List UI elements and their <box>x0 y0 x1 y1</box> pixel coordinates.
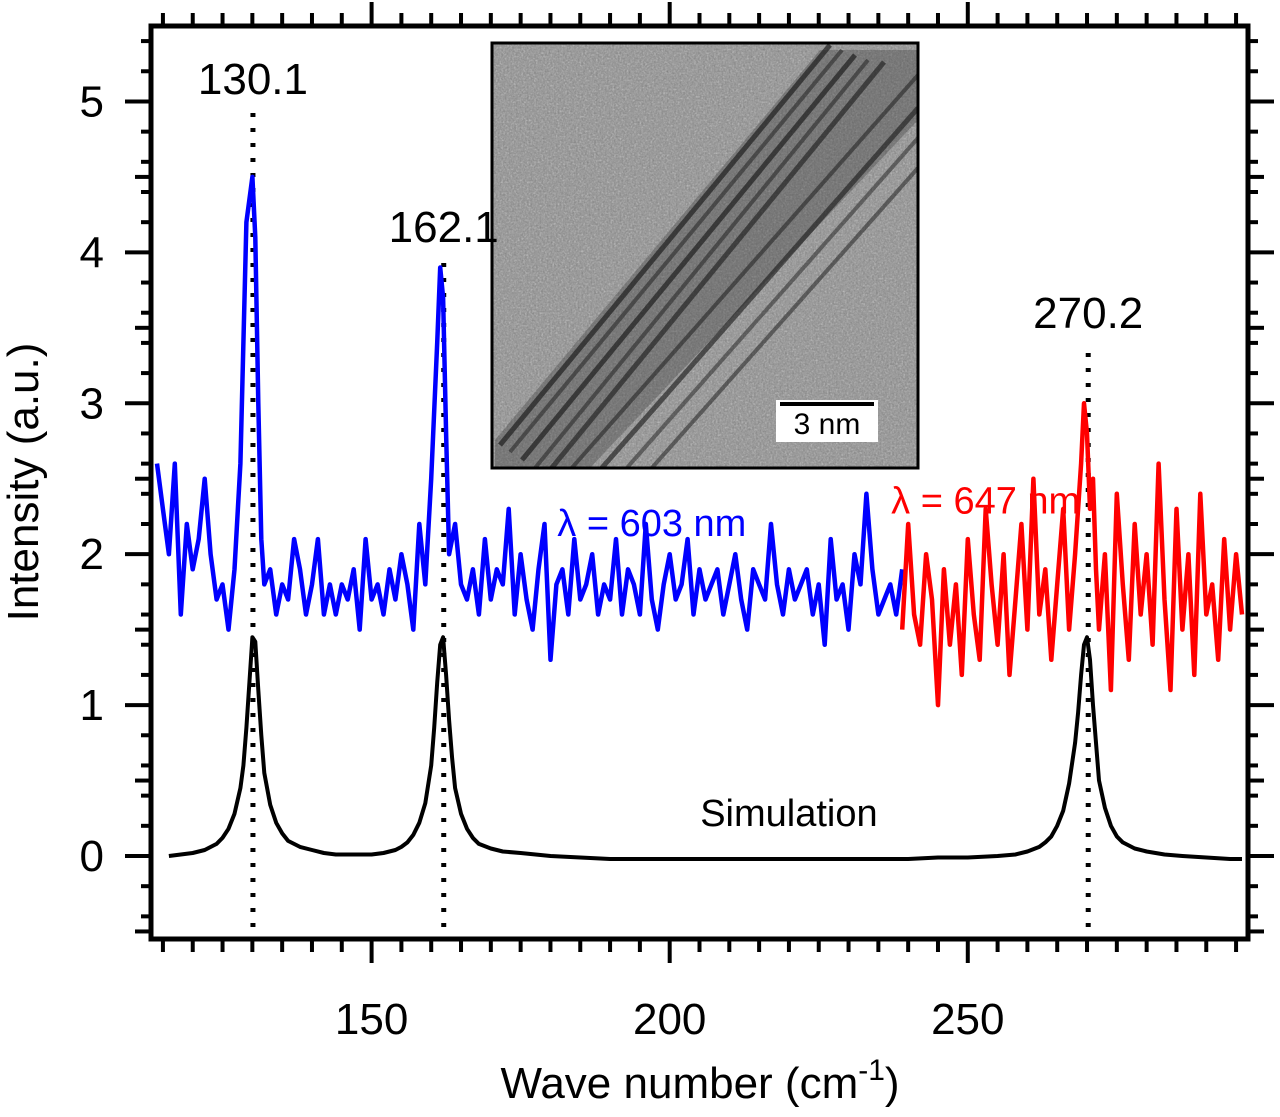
series-line-3 <box>168 635 1242 861</box>
y-tick-label: 2 <box>80 530 104 579</box>
y-tick-label: 4 <box>80 228 104 277</box>
peak-label: 130.1 <box>198 55 308 104</box>
nanotube-fringes <box>495 43 918 468</box>
tem-inset-frame <box>490 41 920 470</box>
scale-bar-label: 3 nm <box>794 408 861 441</box>
axis-ticks <box>125 2 1274 963</box>
series-line-2 <box>899 401 1245 708</box>
y-tick-label: 3 <box>80 379 104 428</box>
curve-label: λ = 603 nm <box>557 503 746 545</box>
peak-label: 270.2 <box>1033 289 1143 338</box>
series-line-1 <box>154 174 905 663</box>
scale-bar-background <box>776 400 878 442</box>
x-tick-label: 250 <box>931 995 1004 1044</box>
curve-label: λ = 647 nm <box>891 480 1080 522</box>
y-tick-label: 0 <box>80 832 104 881</box>
y-tick-label: 1 <box>80 681 104 730</box>
x-axis-title: Wave number (cm-1) <box>500 1054 899 1108</box>
peak-label: 162.1 <box>389 203 499 252</box>
curve-label: Simulation <box>700 793 877 835</box>
x-tick-label: 200 <box>633 995 706 1044</box>
x-axis-title-superscript: -1 <box>858 1054 885 1087</box>
x-tick-label: 150 <box>335 995 408 1044</box>
y-tick-label: 5 <box>80 77 104 126</box>
y-axis-title: Intensity (a.u.) <box>0 343 48 622</box>
tem-inset-image: 3 nm <box>492 43 918 468</box>
x-axis-title-close: ) <box>885 1059 900 1108</box>
